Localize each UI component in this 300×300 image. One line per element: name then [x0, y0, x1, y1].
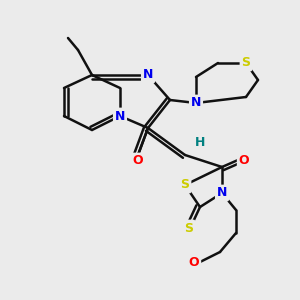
Text: H: H [195, 136, 205, 149]
Text: O: O [189, 256, 199, 268]
Text: S: S [242, 56, 250, 70]
Text: N: N [191, 97, 201, 110]
Text: O: O [133, 154, 143, 167]
Text: S: S [184, 221, 194, 235]
Text: N: N [143, 68, 153, 82]
Text: N: N [217, 187, 227, 200]
Text: O: O [239, 154, 249, 166]
Text: N: N [115, 110, 125, 122]
Text: S: S [181, 178, 190, 191]
